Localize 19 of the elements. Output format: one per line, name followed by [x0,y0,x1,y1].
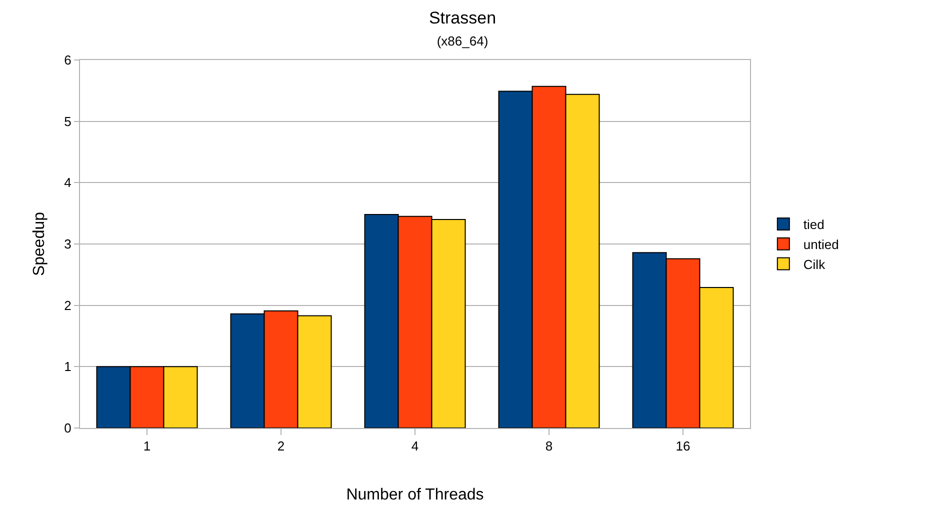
x-tick-label: 4 [411,438,419,454]
y-tick-label: 5 [64,114,72,129]
chart-title: Strassen [428,8,496,28]
x-tick-label: 2 [277,438,285,454]
x-axis-title: Number of Threads [346,486,484,504]
chart-subtitle: (x86_64) [436,34,488,49]
legend-label: Cilk [803,256,826,272]
y-tick-label: 2 [64,298,72,313]
y-tick-label: 1 [64,359,72,374]
legend-label: untied [803,236,839,252]
x-tick-label: 8 [545,438,553,454]
legend-label: tied [803,217,824,232]
y-tick-label: 4 [64,175,72,190]
y-axis-title: Speedup [31,212,48,276]
y-tick-label: 0 [64,420,72,436]
y-tick-label: 6 [64,52,72,68]
x-tick-label: 16 [676,438,690,454]
x-tick-label: 1 [143,438,151,454]
y-tick-label: 3 [64,236,72,252]
